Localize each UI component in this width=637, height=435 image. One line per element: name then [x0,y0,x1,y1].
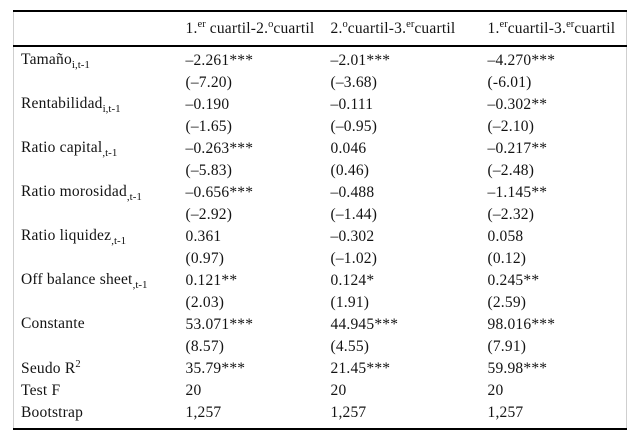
coef-cell: 0.361 [185,228,222,245]
row-label-test-f: Test F [21,382,61,400]
row-label-ratio-morosidad: Ratio morosidad,t-1 [21,182,142,204]
row-label-ratio-capital: Ratio capital,t-1 [21,138,118,160]
table-row-ratio-liquidez-coef: Ratio liquidez,t-1 0.361 –0.302 0.058 [14,226,627,248]
table-row-off-balance-sheet-tstat: (2.03) (1.91) (2.59) [14,292,627,314]
table-row-tamano-coef: Tamañoi,t-1 –2.261*** –2.01*** –4.270*** [14,46,627,72]
coef-cell: –0.111 [330,96,374,113]
empty-cell [14,160,186,182]
coef-cell: 44.945*** [330,316,399,333]
tstat-cell: (0.46) [330,162,370,179]
tstat-cell: (2.03) [185,294,225,311]
tstat-cell: (0.12) [487,250,527,267]
header-empty-cell [13,11,186,47]
coef-cell: 0.121** [185,272,238,289]
tstat-cell: (8.57) [185,338,225,355]
coef-cell: –0.302 [330,228,375,245]
row-label-off-balance-sheet: Off balance sheet,t-1 [21,270,148,292]
tstat-cell: (–0.95) [330,118,378,135]
empty-cell [14,204,186,226]
coef-cell: 0.245** [487,272,540,289]
tstat-cell: (–1.02) [330,250,378,267]
empty-cell [14,116,186,138]
table-row-test-f: Test F 20 20 20 [14,380,627,402]
header-row: 1.er cuartil-2.ocuartil 2.ocuartil-3.erc… [13,11,627,47]
tstat-cell: (–1.65) [185,118,233,135]
tstat-cell: (–3.68) [330,74,378,91]
coef-cell: 0.124* [330,272,375,289]
table-row-off-balance-sheet-coef: Off balance sheet,t-1 0.121** 0.124* 0.2… [14,270,627,292]
regression-table: 1.er cuartil-2.ocuartil 2.ocuartil-3.erc… [13,10,627,430]
empty-cell [14,248,186,270]
stat-value-cell: 1,257 [330,404,367,421]
row-label-rentabilidad: Rentabilidadi,t-1 [21,94,121,116]
header-cell-quartile-1-2: 1.er cuartil-2.ocuartil [185,11,331,47]
table-row-ratio-capital-tstat: (–5.83) (0.46) (–2.48) [14,160,627,182]
tstat-cell: (–7.20) [185,74,233,91]
empty-cell [14,72,186,94]
table-row-ratio-capital-coef: Ratio capital,t-1 –0.263*** 0.046 –0.217… [14,138,627,160]
tstat-cell: (–2.92) [185,206,233,223]
stat-value-cell: 20 [487,382,504,399]
tstat-cell: (7.91) [487,338,527,355]
empty-cell [14,336,186,358]
empty-cell [14,292,186,314]
stat-value-cell: 20 [330,382,347,399]
table-row-bootstrap: Bootstrap 1,257 1,257 1,257 [14,402,627,429]
header-cell-quartile-1-3: 1.ercuartil-3.ercuartil [487,11,627,47]
coef-cell: –0.656*** [185,184,254,201]
stat-value-cell: 35.79*** [185,360,246,377]
stat-value-cell: 59.98*** [487,360,548,377]
tstat-cell: (–2.32) [487,206,535,223]
tstat-cell: (–1.44) [330,206,378,223]
table-row-ratio-morosidad-coef: Ratio morosidad,t-1 –0.656*** –0.488 –1.… [14,182,627,204]
tstat-cell: (–2.48) [487,162,535,179]
coef-cell: 53.071*** [185,316,254,333]
coef-cell: –4.270*** [487,52,556,69]
table-row-ratio-liquidez-tstat: (0.97) (–1.02) (0.12) [14,248,627,270]
table-row-rentabilidad-tstat: (–1.65) (–0.95) (–2.10) [14,116,627,138]
row-label-constante: Constante [21,314,85,332]
tstat-cell: (0.97) [185,250,225,267]
stat-value-cell: 1,257 [185,404,222,421]
regression-table-wrapper: 1.er cuartil-2.ocuartil 2.ocuartil-3.erc… [13,10,627,430]
table-row-constante-coef: Constante 53.071*** 44.945*** 98.016*** [14,314,627,336]
coef-cell: –0.190 [185,96,230,113]
coef-cell: –0.302** [487,96,548,113]
stat-value-cell: 21.45*** [330,360,391,377]
table-row-seudo-r2: Seudo R2 35.79*** 21.45*** 59.98*** [14,358,627,380]
table-row-rentabilidad-coef: Rentabilidadi,t-1 –0.190 –0.111 –0.302** [14,94,627,116]
coef-cell: –1.145** [487,184,548,201]
header-cell-quartile-2-3: 2.ocuartil-3.ercuartil [330,11,488,47]
coef-cell: –0.263*** [185,140,254,157]
coef-cell: 0.046 [330,140,367,157]
coef-cell: –0.217** [487,140,548,157]
tstat-cell: (4.55) [330,338,370,355]
tstat-cell: (–2.10) [487,118,535,135]
tstat-cell: (1.91) [330,294,370,311]
row-label-tamano: Tamañoi,t-1 [21,50,90,72]
coef-cell: –2.261*** [185,52,254,69]
table-row-tamano-tstat: (–7.20) (–3.68) (-6.01) [14,72,627,94]
row-label-ratio-liquidez: Ratio liquidez,t-1 [21,226,127,248]
stat-value-cell: 20 [185,382,202,399]
row-label-seudo-r2: Seudo R2 [21,359,81,378]
table-row-ratio-morosidad-tstat: (–2.92) (–1.44) (–2.32) [14,204,627,226]
stat-value-cell: 1,257 [487,404,524,421]
coef-cell: 98.016*** [487,316,556,333]
tstat-cell: (-6.01) [487,74,532,91]
tstat-cell: (2.59) [487,294,527,311]
coef-cell: –0.488 [330,184,375,201]
tstat-cell: (–5.83) [185,162,233,179]
coef-cell: 0.058 [487,228,524,245]
table-row-constante-tstat: (8.57) (4.55) (7.91) [14,336,627,358]
row-label-bootstrap: Bootstrap [21,404,84,422]
coef-cell: –2.01*** [330,52,391,69]
